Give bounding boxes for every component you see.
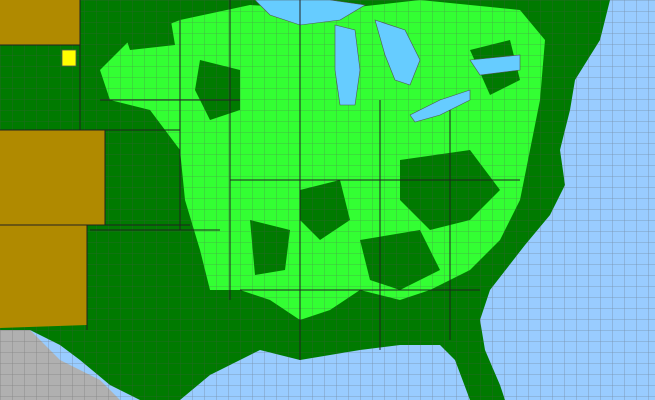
lake-michigan: [334, 24, 361, 106]
state-montana: [0, 0, 80, 45]
lake-ontario: [469, 54, 521, 76]
lake-huron: [374, 19, 421, 86]
lake-superior: [254, 0, 366, 26]
state-borders: [0, 0, 520, 360]
great-lakes: [254, 0, 521, 123]
highlight-county: [61, 49, 77, 67]
lake-erie: [409, 89, 471, 123]
state-new-mexico: [0, 225, 87, 328]
state-colorado: [0, 130, 105, 225]
